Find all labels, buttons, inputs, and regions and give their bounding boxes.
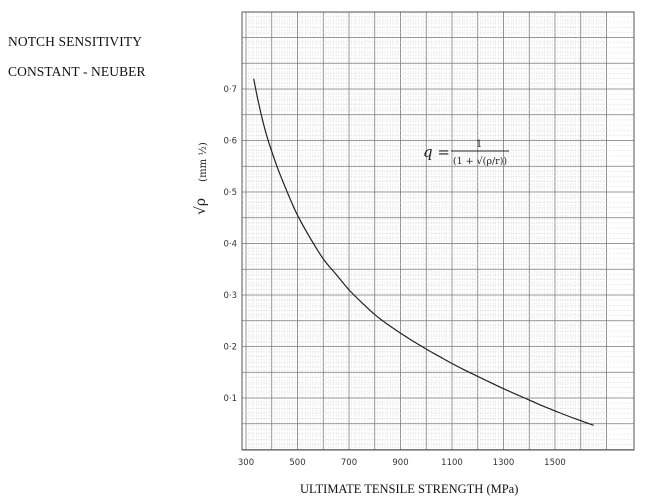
x-tick-label: 1100 — [441, 458, 463, 468]
chart-title-line-2: CONSTANT - NEUBER — [8, 64, 146, 79]
y-axis-label-symbol: √ρ — [193, 198, 209, 215]
data-series-line — [253, 78, 594, 426]
plot-frame — [241, 11, 635, 451]
x-axis-ticks: 300 500 700 900 1100 1300 1500 — [238, 458, 566, 468]
x-tick-label: 1500 — [544, 458, 566, 468]
x-tick-label: 500 — [289, 458, 305, 468]
x-axis-label: ULTIMATE TENSILE STRENGTH (MPa) — [300, 482, 519, 496]
y-axis-units: (mm ½) — [198, 142, 209, 182]
y-tick-label: 0·1 — [223, 394, 237, 404]
grid — [242, 12, 634, 450]
y-tick-label: 0·6 — [223, 137, 237, 147]
y-tick-label: 0·5 — [223, 188, 237, 198]
y-tick-label: 0·4 — [223, 240, 237, 250]
formula-denominator: (1 + √(ρ/r)) — [453, 156, 507, 167]
x-tick-label: 300 — [238, 458, 254, 468]
formula-annotation: q = 1 (1 + √(ρ/r)) — [423, 139, 509, 167]
x-tick-label: 700 — [341, 458, 357, 468]
y-tick-label: 0·2 — [223, 343, 237, 353]
chart-title-line-1: NOTCH SENSITIVITY — [8, 34, 143, 49]
y-axis-units-text: (mm ½) — [198, 142, 209, 182]
y-tick-label: 0·3 — [223, 291, 237, 301]
x-tick-label: 1300 — [493, 458, 515, 468]
y-tick-label: 0·7 — [223, 85, 237, 95]
formula-lhs: q = — [423, 143, 450, 161]
y-axis-label: √ρ — [193, 198, 209, 215]
y-axis-ticks: 0·1 0·2 0·3 0·4 0·5 0·6 0·7 — [223, 85, 237, 404]
formula-numerator: 1 — [476, 139, 482, 150]
x-tick-label: 900 — [392, 458, 408, 468]
